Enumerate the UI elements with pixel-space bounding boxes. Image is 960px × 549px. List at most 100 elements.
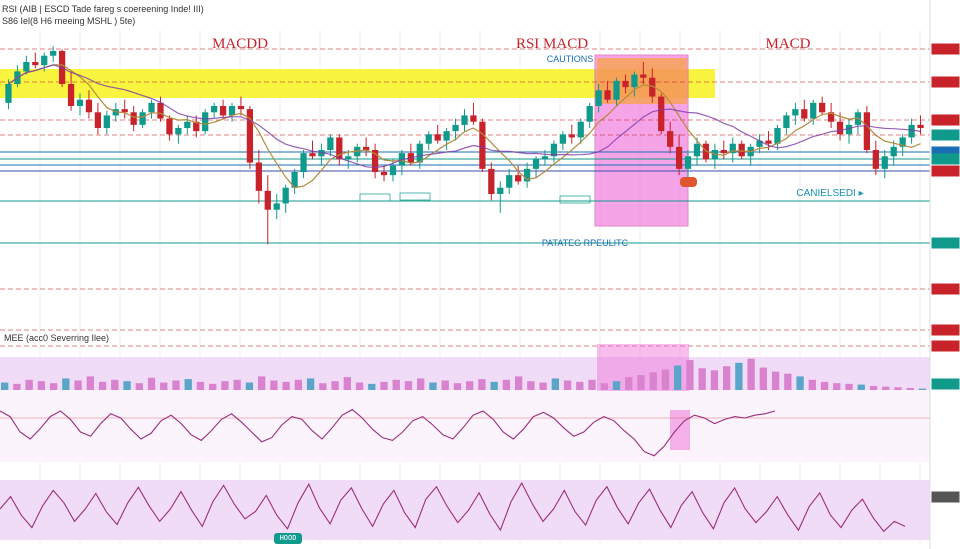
candle-body xyxy=(729,143,736,154)
macd-bar xyxy=(625,377,633,390)
macd-bar xyxy=(368,383,376,390)
macd-bar xyxy=(13,383,21,390)
candle-body xyxy=(32,62,39,66)
macd-bar xyxy=(62,378,70,390)
rsi-line xyxy=(0,408,776,457)
macd-bar xyxy=(233,379,241,390)
macd-bar xyxy=(918,388,927,390)
header-line-2: S86 Iel(8 H6 rneeing MSHL ) 5te) xyxy=(2,16,135,26)
macd-bar xyxy=(894,387,902,390)
macd-bar xyxy=(784,373,792,390)
title-left: MACDD xyxy=(212,36,268,52)
macd-bar xyxy=(514,376,523,390)
macd-bar xyxy=(1,382,9,390)
candle-body xyxy=(613,80,620,100)
macd-bar xyxy=(184,379,192,390)
candle-body xyxy=(416,143,423,163)
header-line-1: RSI (AIB | ESCD Tade fareg s coereening … xyxy=(2,4,204,14)
caution-label: CAUTIONS xyxy=(547,54,594,64)
candle-body xyxy=(23,62,30,72)
price-tag xyxy=(932,196,959,206)
price-tag xyxy=(931,76,960,88)
candle-body xyxy=(523,168,531,182)
candle-body xyxy=(452,124,459,132)
macd-bar xyxy=(37,381,46,390)
macd-bar xyxy=(698,368,706,390)
macd-bar xyxy=(845,383,853,390)
candle-body xyxy=(211,106,218,113)
macd-bar xyxy=(417,378,425,390)
candle-body xyxy=(85,99,93,113)
candle-body xyxy=(202,112,209,132)
candle-body xyxy=(345,156,352,160)
candle-body xyxy=(819,102,826,113)
candle-body xyxy=(559,134,566,144)
macd-bar xyxy=(857,384,865,390)
macd-bar xyxy=(833,383,841,390)
macd-bar xyxy=(49,383,58,390)
macd-bar xyxy=(98,381,107,390)
macd-bar xyxy=(257,376,266,390)
candle-body xyxy=(219,106,227,116)
candle-body xyxy=(667,131,674,147)
macd-bar xyxy=(882,386,890,390)
macd-bar xyxy=(722,366,731,390)
candle-body xyxy=(246,109,254,163)
candle-body xyxy=(425,134,432,144)
macd-bar xyxy=(478,379,486,390)
price-label-box xyxy=(359,193,391,202)
macd-bar xyxy=(74,380,82,390)
candle-body xyxy=(541,156,549,160)
macd-panel-label: MEE (acc0 Severring Ilee) xyxy=(4,333,109,343)
macd-bar xyxy=(466,381,474,390)
macd-bar xyxy=(123,381,131,390)
macd-bar xyxy=(612,381,621,390)
candle-body xyxy=(899,137,906,147)
canceled-label: CANIELSEDI ▸ xyxy=(796,188,863,199)
candle-body xyxy=(756,140,763,147)
candle-body xyxy=(532,159,540,169)
macd-bar xyxy=(796,376,804,390)
price-tag xyxy=(931,43,960,55)
candle-body xyxy=(658,96,665,132)
macd-bar xyxy=(209,383,217,390)
macd-bar xyxy=(576,381,584,390)
price-tag xyxy=(932,457,959,467)
candle-body xyxy=(872,150,879,169)
candle-body xyxy=(908,124,915,138)
macd-bar xyxy=(869,385,878,390)
price-tag xyxy=(932,515,959,525)
candle-body xyxy=(622,80,629,88)
candle-body xyxy=(827,112,835,122)
macd-bar xyxy=(160,382,168,390)
macd-bar xyxy=(270,380,278,390)
macd-bar xyxy=(319,383,327,390)
macd-bar xyxy=(539,382,547,390)
macd-bar xyxy=(392,379,400,390)
candle-body xyxy=(550,143,558,157)
orange-zone xyxy=(597,58,687,104)
candle-body xyxy=(917,124,924,128)
candle-body xyxy=(684,156,692,169)
price-tag xyxy=(932,95,959,105)
candle-body xyxy=(604,90,611,100)
macd-bar xyxy=(221,381,229,390)
moving-average-fast xyxy=(8,64,921,189)
price-tag xyxy=(931,283,960,295)
price-tag xyxy=(932,405,959,415)
macd-bar xyxy=(490,381,498,390)
macd-bar xyxy=(649,372,657,390)
candle-body xyxy=(336,137,343,160)
candle-body xyxy=(693,143,701,157)
candle-body xyxy=(264,190,271,210)
candle-body xyxy=(774,128,781,144)
bottom-tag-bg xyxy=(274,533,302,544)
macd-bar xyxy=(172,380,180,390)
macd-bar xyxy=(808,379,816,390)
macd-bar xyxy=(453,383,462,390)
macd-bar xyxy=(196,381,205,390)
title-right: MACD xyxy=(765,36,810,52)
candle-body xyxy=(443,131,450,141)
candle-body xyxy=(506,175,513,188)
